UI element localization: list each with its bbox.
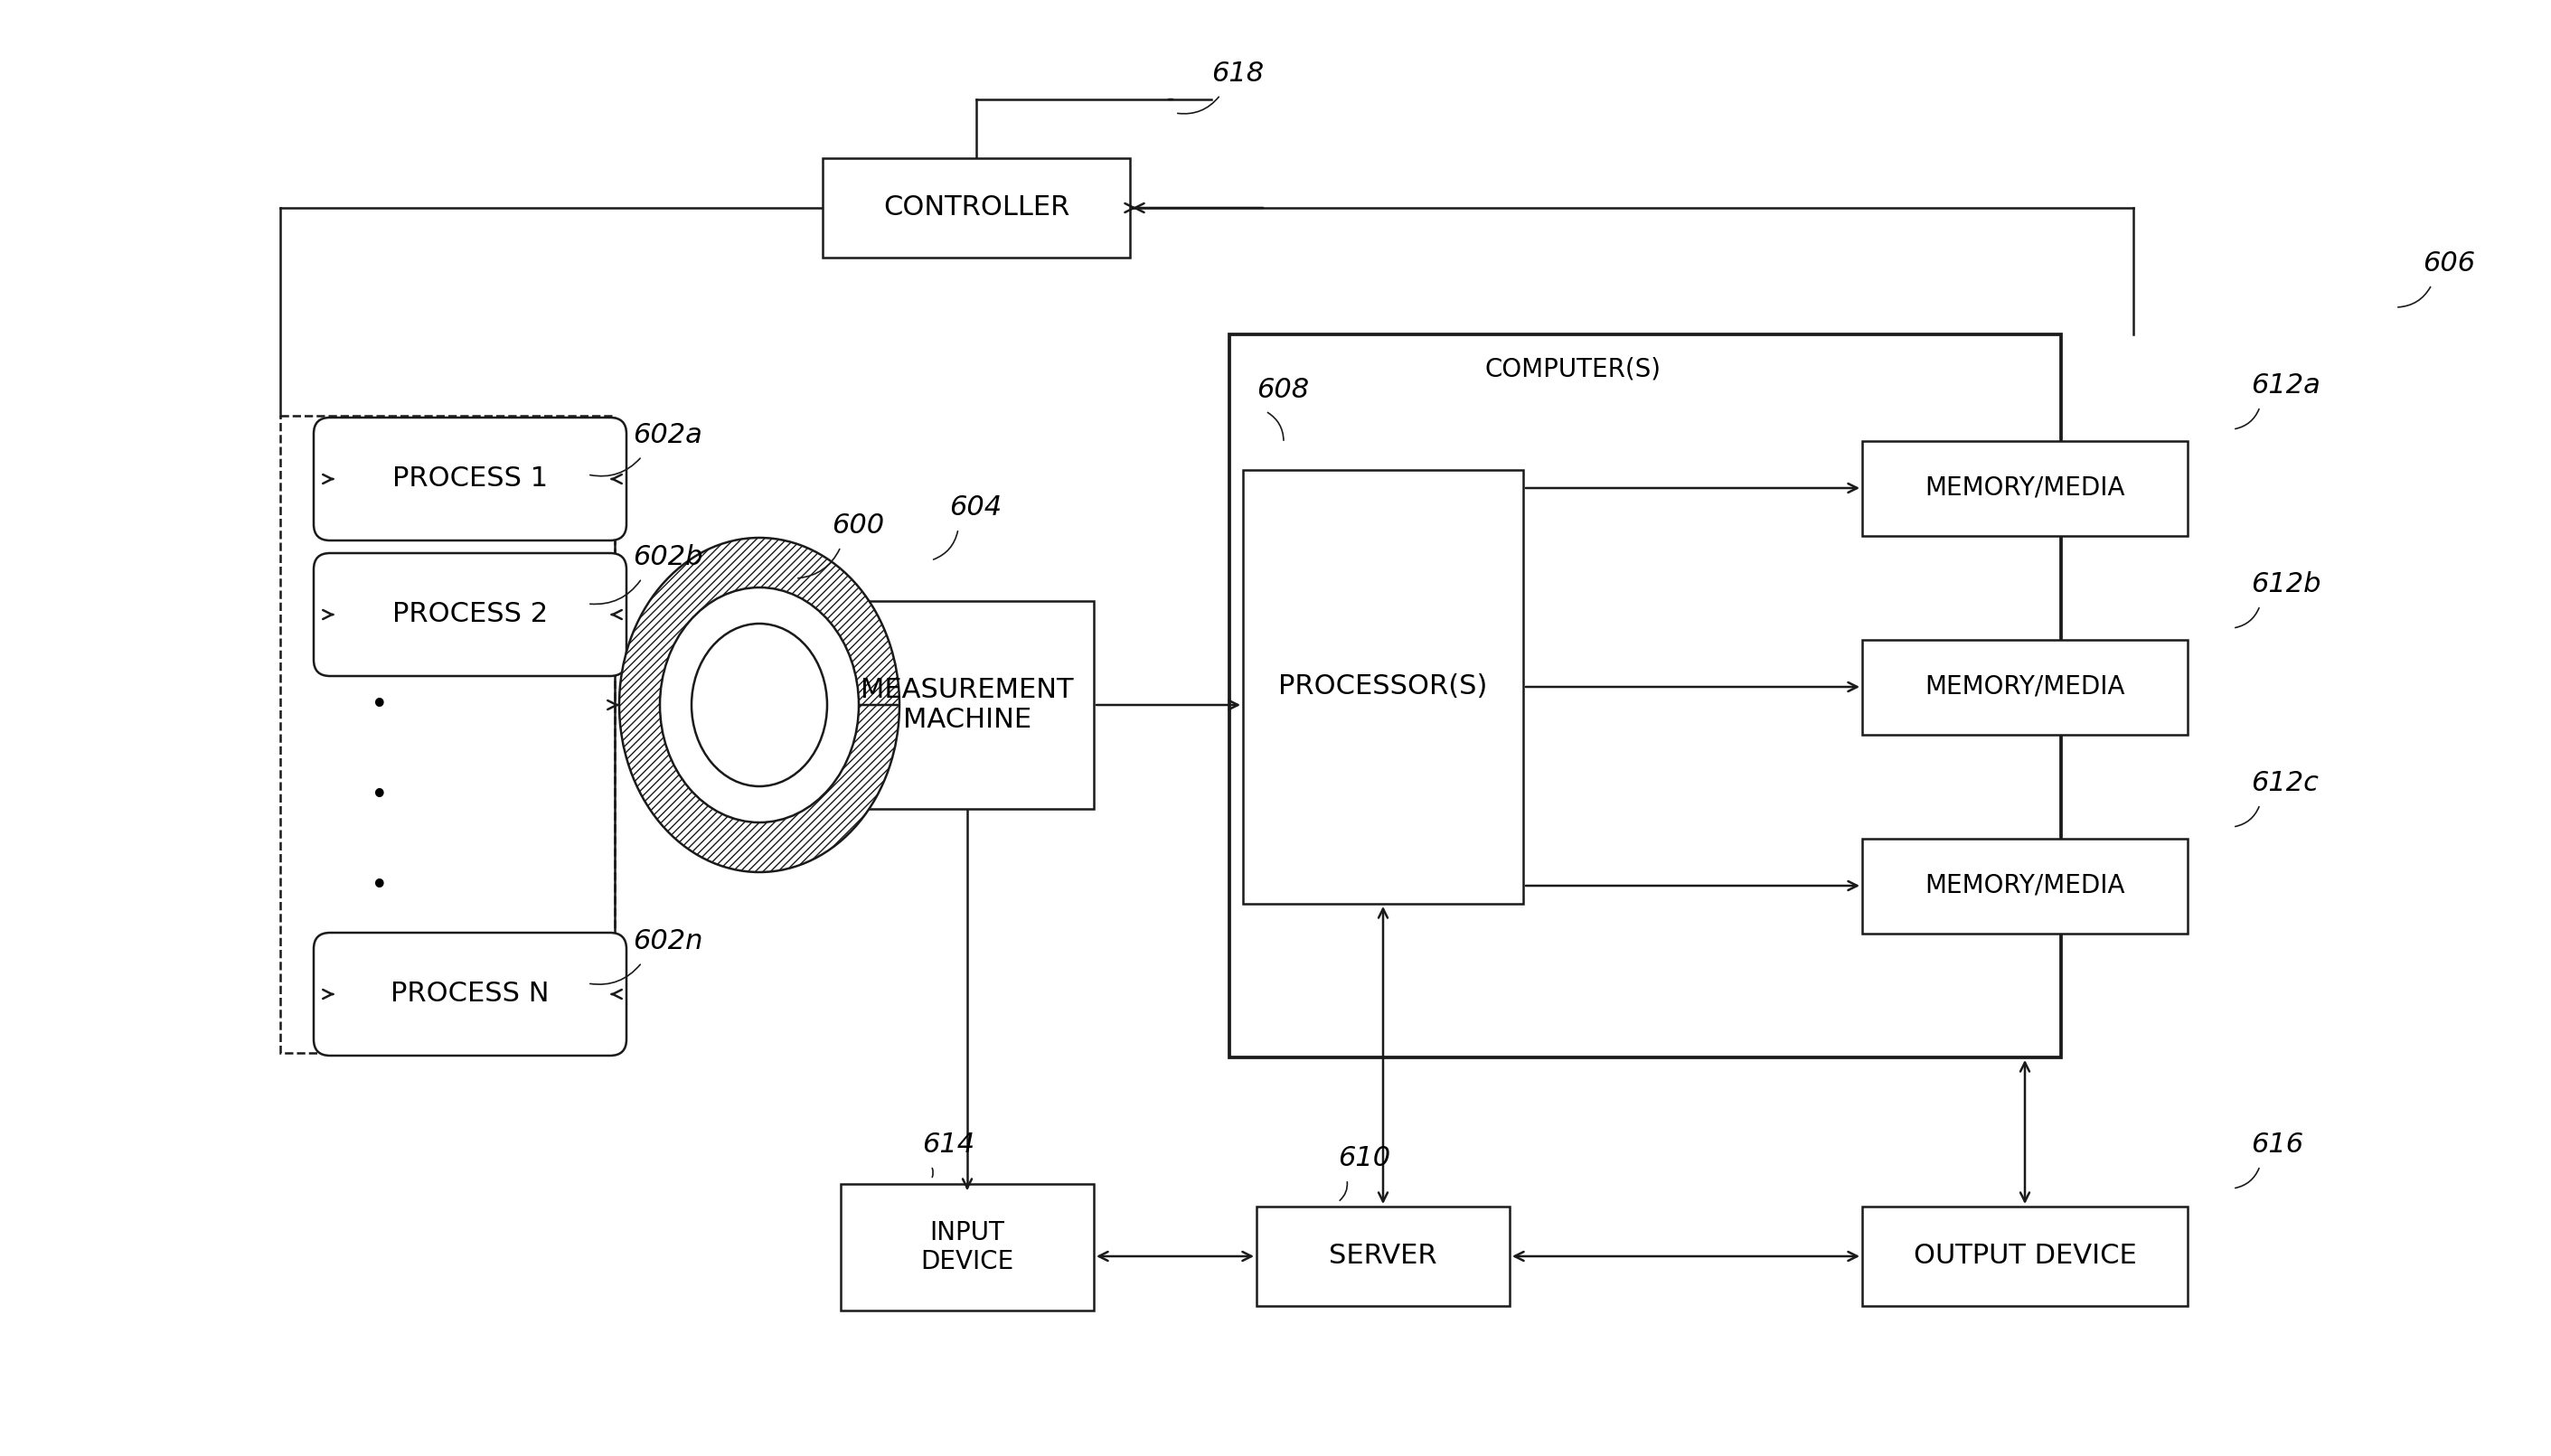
Text: 608: 608 bbox=[1258, 377, 1309, 403]
Text: CONTROLLER: CONTROLLER bbox=[883, 195, 1069, 221]
FancyBboxPatch shape bbox=[821, 159, 1130, 258]
Text: 610: 610 bbox=[1337, 1144, 1390, 1171]
Text: •: • bbox=[370, 780, 388, 810]
FancyBboxPatch shape bbox=[314, 553, 628, 676]
Text: 612a: 612a bbox=[2250, 373, 2321, 399]
FancyBboxPatch shape bbox=[314, 933, 628, 1056]
Text: 602b: 602b bbox=[633, 545, 704, 571]
Text: 614: 614 bbox=[921, 1131, 974, 1158]
Text: 618: 618 bbox=[1212, 61, 1263, 87]
Text: 612b: 612b bbox=[2250, 571, 2321, 597]
Text: 612c: 612c bbox=[2250, 770, 2319, 796]
Ellipse shape bbox=[620, 537, 901, 872]
FancyBboxPatch shape bbox=[281, 416, 615, 1053]
Text: INPUT
DEVICE: INPUT DEVICE bbox=[921, 1220, 1013, 1274]
FancyBboxPatch shape bbox=[314, 418, 628, 540]
FancyBboxPatch shape bbox=[1862, 639, 2189, 734]
Text: •: • bbox=[370, 690, 388, 719]
Ellipse shape bbox=[691, 623, 827, 786]
FancyBboxPatch shape bbox=[842, 1184, 1094, 1310]
Text: MEMORY/MEDIA: MEMORY/MEDIA bbox=[1926, 674, 2125, 699]
FancyBboxPatch shape bbox=[1862, 441, 2189, 536]
Text: PROCESSOR(S): PROCESSOR(S) bbox=[1278, 674, 1487, 700]
Text: PROCESS N: PROCESS N bbox=[390, 981, 548, 1008]
Text: 604: 604 bbox=[949, 495, 1003, 521]
Text: COMPUTER(S): COMPUTER(S) bbox=[1485, 357, 1661, 381]
Text: MEASUREMENT
MACHINE: MEASUREMENT MACHINE bbox=[860, 677, 1074, 734]
Text: PROCESS 1: PROCESS 1 bbox=[393, 466, 548, 492]
Text: SERVER: SERVER bbox=[1329, 1243, 1436, 1270]
FancyBboxPatch shape bbox=[1242, 470, 1523, 904]
Ellipse shape bbox=[661, 587, 860, 823]
FancyBboxPatch shape bbox=[1862, 839, 2189, 933]
Text: MEMORY/MEDIA: MEMORY/MEDIA bbox=[1926, 476, 2125, 501]
FancyBboxPatch shape bbox=[1862, 1207, 2189, 1306]
Text: 602a: 602a bbox=[633, 422, 702, 448]
Text: PROCESS 2: PROCESS 2 bbox=[393, 601, 548, 628]
Text: 616: 616 bbox=[2250, 1131, 2304, 1158]
Text: MEMORY/MEDIA: MEMORY/MEDIA bbox=[1926, 874, 2125, 898]
FancyBboxPatch shape bbox=[842, 601, 1094, 810]
FancyBboxPatch shape bbox=[1230, 335, 2061, 1057]
Text: OUTPUT DEVICE: OUTPUT DEVICE bbox=[1913, 1243, 2135, 1270]
Text: •: • bbox=[370, 871, 388, 901]
FancyBboxPatch shape bbox=[1258, 1207, 1510, 1306]
Text: 602n: 602n bbox=[633, 927, 704, 954]
Text: 600: 600 bbox=[832, 513, 885, 539]
Text: 606: 606 bbox=[2423, 250, 2474, 277]
